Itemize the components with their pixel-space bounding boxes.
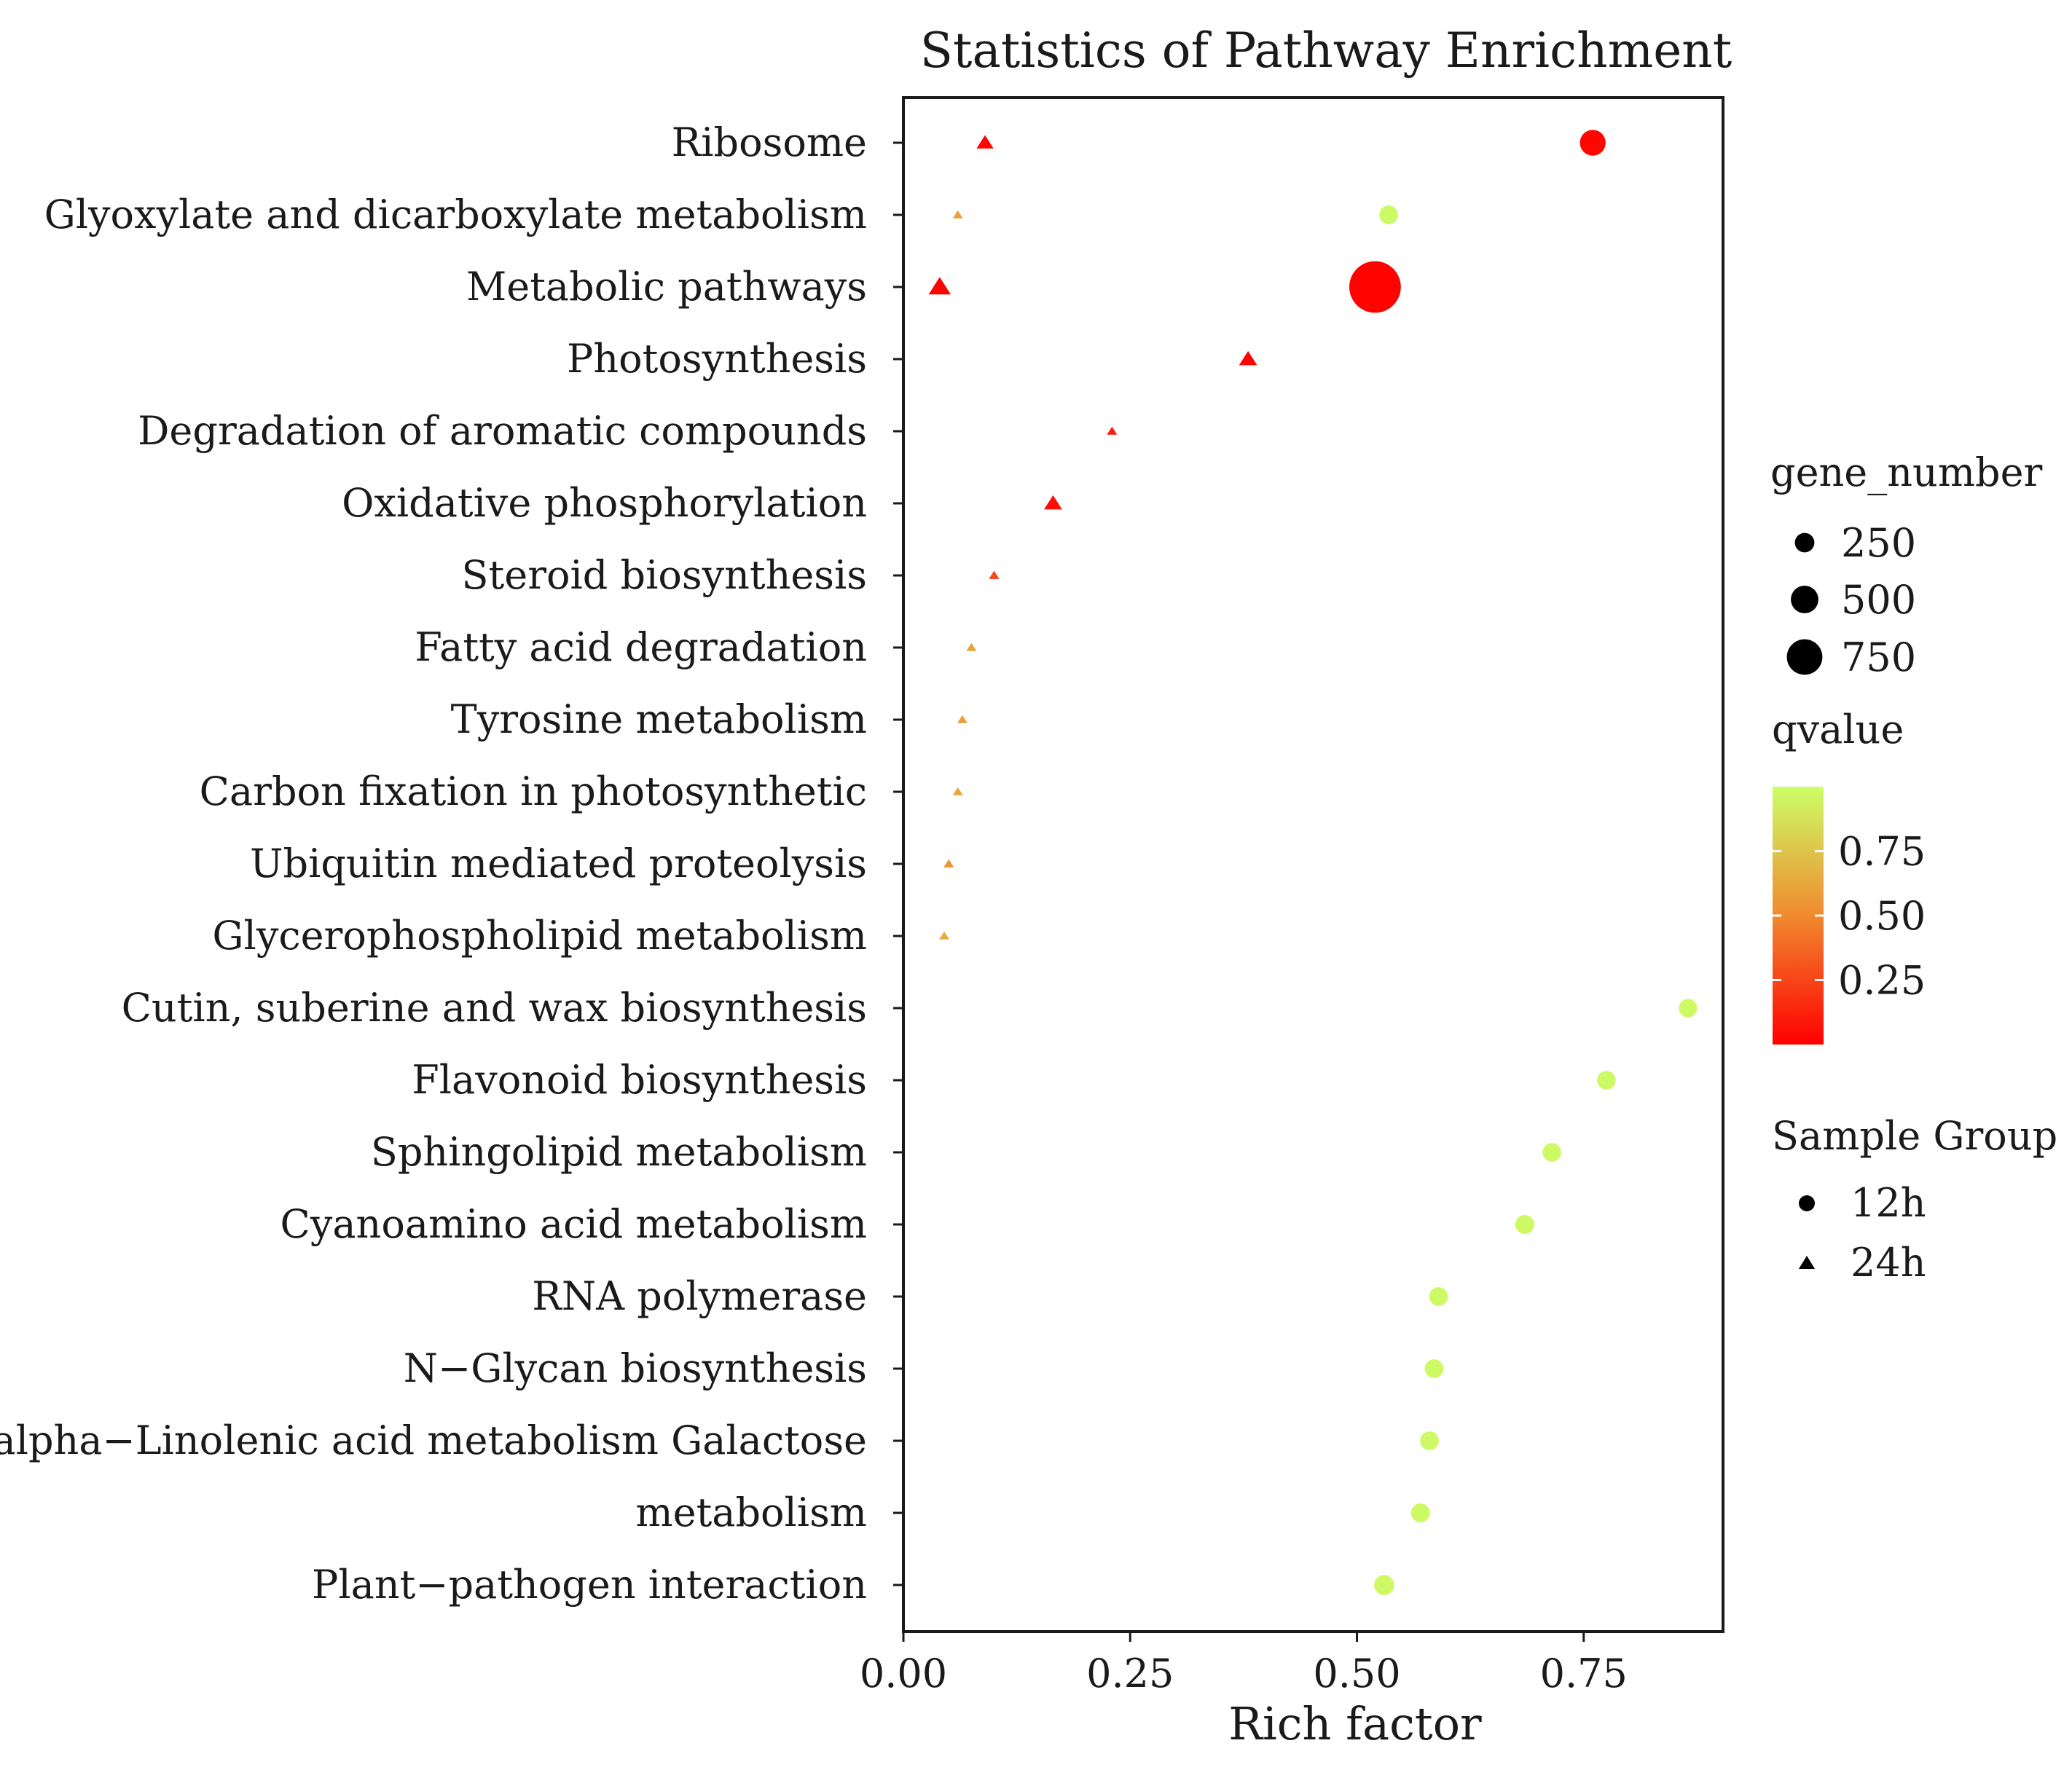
point-12h xyxy=(1420,1431,1439,1450)
x-axis-label: Rich factor xyxy=(1228,1697,1482,1750)
y-tick-label: Fatty acid degradation xyxy=(415,624,867,670)
data-points xyxy=(928,130,1698,1595)
legend-size-circle xyxy=(1786,639,1823,675)
legend-size-label: 500 xyxy=(1841,577,1916,623)
point-24h xyxy=(976,135,994,149)
point-12h xyxy=(1597,1071,1616,1090)
point-24h xyxy=(928,277,951,295)
legend-size-circle xyxy=(1791,586,1818,613)
y-tick-label: Tyrosine metabolism xyxy=(451,696,867,742)
y-tick-label: alpha−Linolenic acid metabolism Galactos… xyxy=(0,1417,867,1463)
legend-triangle-marker xyxy=(1799,1256,1815,1269)
y-tick-label: Metabolic pathways xyxy=(466,264,867,310)
point-24h xyxy=(957,715,968,723)
legend-qvalue: qvalue 0.75 0.50 0.25 xyxy=(1772,707,1926,1045)
point-12h xyxy=(1429,1287,1448,1306)
colorbar-tick-label: 0.50 xyxy=(1838,893,1926,939)
x-tick-label: 0.00 xyxy=(860,1651,947,1696)
legend-size-label: 750 xyxy=(1841,634,1916,680)
y-tick-label: Cutin, suberine and wax biosynthesis xyxy=(122,985,867,1031)
point-12h xyxy=(1579,130,1606,156)
point-12h xyxy=(1349,261,1401,313)
legend-size-label: 250 xyxy=(1841,520,1916,566)
legend-circle-marker xyxy=(1799,1195,1815,1211)
legend-gene-number: gene_number 250 500 750 xyxy=(1770,449,2043,680)
y-tick-label: Ubiquitin mediated proteolysis xyxy=(250,841,867,886)
y-tick-label: N−Glycan biosynthesis xyxy=(404,1345,867,1391)
y-axis-labels: Ribosome Glyoxylate and dicarboxylate met… xyxy=(0,119,867,1608)
point-12h xyxy=(1679,999,1698,1018)
legend-color-title: qvalue xyxy=(1772,707,1904,752)
y-tick-label: Glyoxylate and dicarboxylate metabolism xyxy=(44,192,867,237)
point-12h xyxy=(1424,1359,1444,1378)
point-24h xyxy=(989,570,1000,579)
y-tick-label: Degradation of aromatic compounds xyxy=(138,408,867,454)
legend-size-title: gene_number xyxy=(1770,449,2043,495)
y-tick-label: Ribosome xyxy=(672,119,867,165)
colorbar-tick-label: 0.25 xyxy=(1838,958,1926,1004)
y-tick-label: Steroid biosynthesis xyxy=(462,552,867,598)
y-tick-label: Cyanoamino acid metabolism xyxy=(280,1201,867,1247)
point-12h xyxy=(1515,1215,1534,1234)
point-12h xyxy=(1374,1575,1394,1595)
y-tick-label: Carbon fixation in photosynthetic xyxy=(200,768,867,814)
y-tick-label: Plant−pathogen interaction xyxy=(312,1562,867,1608)
y-tick-label: Glycerophospholipid metabolism xyxy=(212,913,867,959)
legend-sample-group: Sample Group 12h 24h xyxy=(1772,1113,2057,1286)
x-axis-ticks: 0.00 0.25 0.50 0.75 xyxy=(860,1632,1628,1696)
point-24h xyxy=(966,642,977,651)
point-24h xyxy=(943,859,954,868)
x-tick-label: 0.25 xyxy=(1086,1651,1174,1696)
point-12h xyxy=(1410,1503,1430,1522)
point-24h xyxy=(952,210,963,219)
chart-title: Statistics of Pathway Enrichment xyxy=(920,23,1732,79)
y-tick-label: RNA polymerase xyxy=(532,1273,867,1319)
y-tick-label: metabolism xyxy=(635,1490,867,1535)
point-24h xyxy=(952,787,963,795)
colorbar-tick-label: 0.75 xyxy=(1838,829,1926,875)
y-tick-label: Sphingolipid metabolism xyxy=(371,1129,867,1175)
point-12h xyxy=(1542,1143,1562,1162)
point-24h xyxy=(1044,495,1062,510)
point-12h xyxy=(1379,205,1398,224)
plot-panel xyxy=(902,96,1724,1633)
point-24h xyxy=(1107,426,1118,435)
legend-shape-title: Sample Group xyxy=(1772,1113,2057,1159)
y-tick-label: Photosynthesis xyxy=(567,336,867,382)
y-axis-ticks xyxy=(893,141,903,1586)
point-24h xyxy=(1239,350,1257,366)
legend-size-circle xyxy=(1794,532,1815,553)
x-tick-label: 0.75 xyxy=(1540,1651,1628,1696)
legend-shape-label-24h: 24h xyxy=(1851,1240,1926,1286)
x-tick-label: 0.50 xyxy=(1313,1651,1400,1696)
y-tick-label: Flavonoid biosynthesis xyxy=(412,1057,867,1103)
y-tick-label: Oxidative phosphorylation xyxy=(342,480,867,526)
legend-shape-label-12h: 12h xyxy=(1851,1180,1926,1226)
point-24h xyxy=(939,931,950,940)
